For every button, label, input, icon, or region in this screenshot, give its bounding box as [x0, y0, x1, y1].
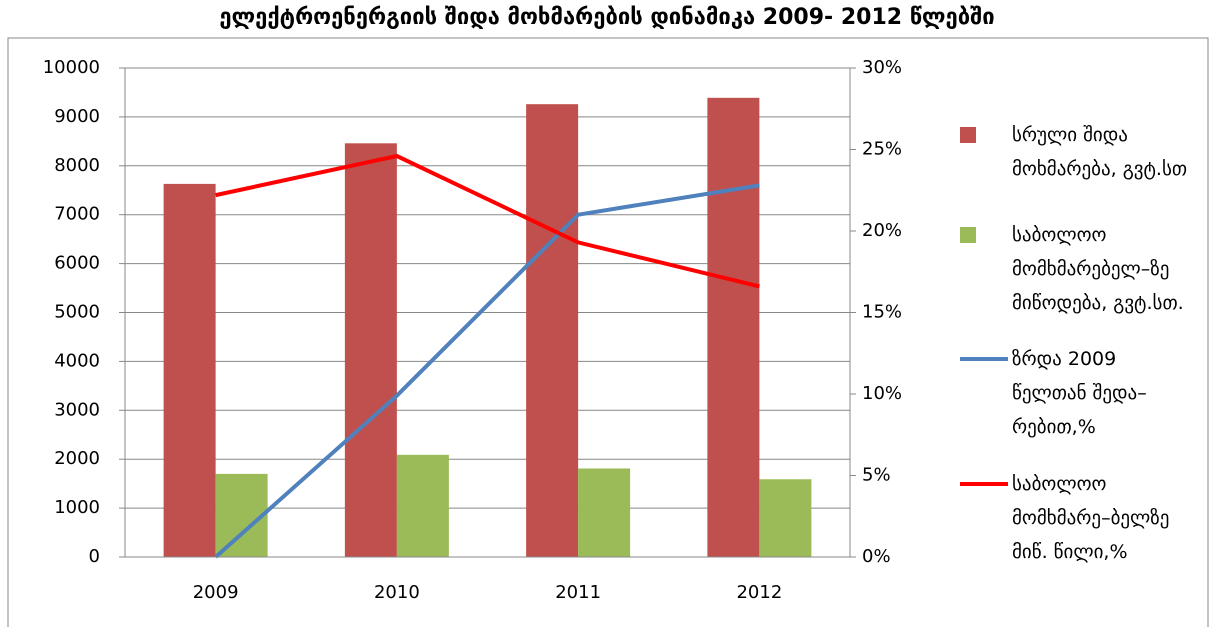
y-tick-label: 9000 [54, 106, 100, 127]
legend-swatch [960, 227, 976, 243]
legend-swatch [960, 357, 1008, 361]
legend-label: საბოლოო მომხმარე–ბელზე მიწ. წილი,% [1012, 473, 1170, 563]
y-tick-label: 6000 [54, 253, 100, 274]
x-tick-label: 2011 [555, 582, 601, 603]
x-tick-label: 2009 [193, 582, 239, 603]
legend-label: ზრდა 2009 წელთან შედა–რებით,% [1012, 348, 1147, 438]
chart-title: ელექტროენერგიის შიდა მოხმარების დინამიკა… [219, 5, 994, 30]
y-tick-label: 4000 [54, 350, 100, 371]
bar [526, 104, 579, 557]
bar [396, 454, 449, 557]
bar [215, 473, 268, 557]
line [214, 183, 760, 559]
legend-swatch [960, 482, 1008, 486]
bar [707, 97, 760, 557]
x-tick-label: 2012 [736, 582, 782, 603]
y-tick-label: 7000 [54, 204, 100, 225]
y2-tick-label: 10% [862, 383, 902, 404]
y-tick-label: 8000 [54, 155, 100, 176]
bar [163, 183, 216, 557]
legend-label: სრული შიდა მოხმარება, გვტ.სთ [1012, 124, 1188, 180]
legend-label: საბოლოო მომხმარებელ–ზე მიწოდება, გვტ.სთ. [1012, 224, 1184, 314]
line [215, 153, 760, 289]
y2-tick-label: 20% [862, 220, 902, 241]
chart-border [7, 37, 1209, 627]
bar [759, 479, 812, 557]
y2-tick-label: 0% [862, 546, 891, 567]
bar [344, 143, 397, 557]
bar [578, 468, 631, 557]
y-tick-label: 1000 [54, 497, 100, 518]
y2-tick-label: 5% [862, 465, 891, 486]
y-tick-label: 3000 [54, 399, 100, 420]
y2-tick-label: 25% [862, 139, 902, 160]
y2-tick-label: 15% [862, 302, 902, 323]
x-tick-label: 2010 [374, 582, 420, 603]
y-tick-label: 5000 [54, 302, 100, 323]
y-tick-label: 0 [89, 546, 100, 567]
y-tick-label: 10000 [43, 57, 100, 78]
y2-tick-label: 30% [862, 57, 902, 78]
y-tick-label: 2000 [54, 448, 100, 469]
legend-swatch [960, 127, 976, 143]
